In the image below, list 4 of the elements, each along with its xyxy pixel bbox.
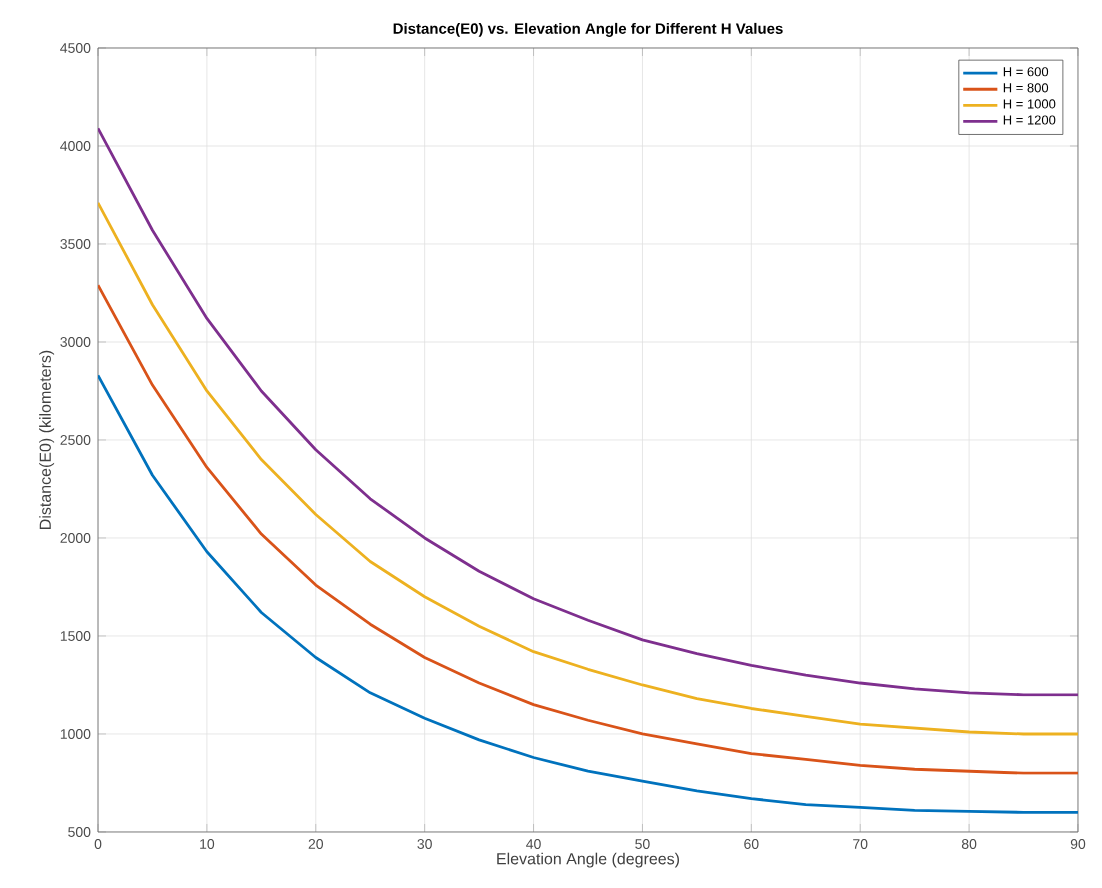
x-axis-title: Elevation Angle (degrees) (497, 852, 679, 868)
y-axis-title: Distance(E0) (kilometers) (39, 350, 55, 529)
line-series (98, 126, 1078, 697)
line-series (98, 373, 1078, 814)
